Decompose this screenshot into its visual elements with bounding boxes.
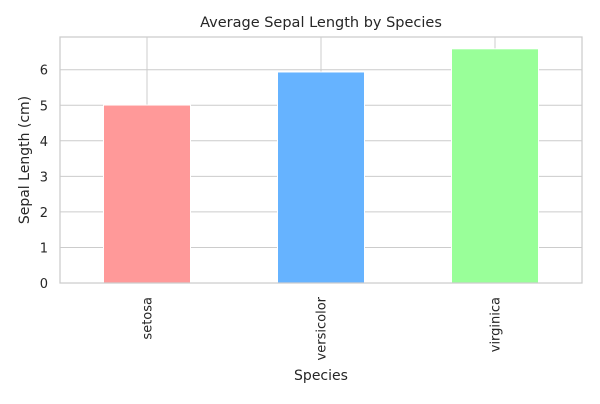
y-tick-label: 2 [40, 206, 48, 221]
bar-virginica [451, 48, 539, 284]
chart-title: Average Sepal Length by Species [200, 15, 442, 31]
y-tick-label: 5 [40, 99, 48, 114]
x-tick-label: setosa [141, 297, 156, 340]
y-tick-label: 1 [40, 241, 48, 256]
x-axis-title: Species [294, 368, 348, 384]
y-tick-label: 3 [40, 170, 48, 185]
bars [103, 48, 539, 284]
bar-versicolor [277, 71, 365, 284]
y-tick-label: 0 [40, 277, 48, 292]
plot-frame [59, 36, 583, 284]
y-tick-label: 6 [40, 64, 48, 79]
y-tick-labels: 0 1 2 3 4 5 6 [40, 64, 48, 292]
x-tick-labels: setosa versicolor virginica [141, 296, 504, 360]
x-tick-label: virginica [489, 297, 504, 352]
bar-setosa [103, 104, 191, 284]
y-axis-title: Sepal Length (cm) [17, 96, 33, 224]
x-tick-label: versicolor [315, 296, 330, 360]
y-tick-label: 4 [40, 135, 48, 150]
